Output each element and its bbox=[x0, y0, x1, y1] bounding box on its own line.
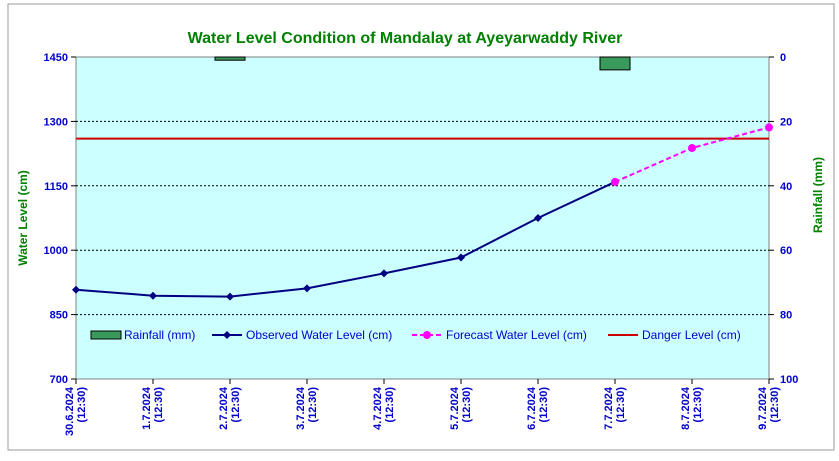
y2-tick-label: 40 bbox=[780, 181, 792, 193]
rainfall-bar bbox=[214, 56, 246, 61]
forecast-point bbox=[765, 123, 773, 132]
y-tick-label: 850 bbox=[50, 310, 68, 322]
legend-forecast-label: Forecast Water Level (cm) bbox=[446, 328, 587, 342]
observed-point bbox=[149, 291, 157, 300]
x-tick-label: 2.7.2024(12:30) bbox=[218, 386, 242, 430]
y-tick-label: 1450 bbox=[44, 52, 68, 64]
y-axis-left-label: Water Level (cm) bbox=[16, 170, 30, 266]
y-tick-label: 1300 bbox=[44, 116, 68, 128]
legend-danger-label: Danger Level (cm) bbox=[642, 328, 741, 342]
observed-point bbox=[380, 269, 388, 278]
chart-title: Water Level Condition of Mandalay at Aye… bbox=[188, 30, 623, 47]
observed-point bbox=[534, 214, 542, 222]
x-tick-label: 1.7.2024(12:30) bbox=[141, 386, 165, 430]
y-axis-right-label: Rainfall (mm) bbox=[811, 157, 825, 233]
forecast-water-level-series bbox=[611, 123, 773, 186]
y2-tick-label: 60 bbox=[780, 245, 792, 257]
observed-point bbox=[226, 292, 234, 301]
x-tick-label: 6.7.2024(12:30) bbox=[526, 386, 550, 430]
x-tick-label: 3.7.2024(12:30) bbox=[295, 386, 319, 430]
observed-point bbox=[303, 284, 311, 293]
x-tick-label: 9.7.2024(12:30) bbox=[757, 386, 781, 430]
legend-observed-label: Observed Water Level (cm) bbox=[246, 328, 392, 342]
observed-point bbox=[72, 285, 80, 294]
legend-rainfall-swatch bbox=[90, 330, 122, 340]
x-tick-label: 30.6.2024(12:30) bbox=[64, 386, 88, 436]
x-tick-label: 4.7.2024(12:30) bbox=[372, 386, 396, 430]
y2-tick-label: 20 bbox=[780, 116, 792, 128]
grid-lines bbox=[76, 120, 769, 316]
y-tick-label: 1150 bbox=[44, 181, 68, 193]
observed-point bbox=[457, 253, 465, 262]
x-tick-label: 8.7.2024(12:30) bbox=[680, 386, 704, 430]
rainfall-bars bbox=[214, 56, 631, 71]
x-tick-label: 5.7.2024(12:30) bbox=[449, 386, 473, 430]
forecast-point bbox=[611, 177, 619, 186]
axes: 700 850 1000 1150 1300 1450 0 20 40 60 80 100 30.6.2… bbox=[44, 52, 799, 436]
y2-tick-label: 80 bbox=[780, 310, 792, 322]
y-tick-label: 700 bbox=[50, 374, 68, 386]
legend-observed-marker bbox=[223, 331, 231, 339]
legend-forecast-marker bbox=[423, 331, 431, 339]
y2-tick-label: 100 bbox=[780, 374, 798, 386]
legend-rainfall-label: Rainfall (mm) bbox=[124, 328, 195, 342]
y2-tick-label: 0 bbox=[780, 52, 786, 64]
forecast-point bbox=[688, 144, 696, 153]
x-tick-label: 7.7.2024(12:30) bbox=[603, 386, 627, 430]
plot-area bbox=[75, 56, 770, 380]
rainfall-bar bbox=[599, 56, 631, 71]
y-tick-label: 1000 bbox=[44, 245, 68, 257]
observed-line bbox=[75, 181, 616, 298]
legend: Rainfall (mm) Observed Water Level (cm) Fo… bbox=[90, 328, 741, 342]
